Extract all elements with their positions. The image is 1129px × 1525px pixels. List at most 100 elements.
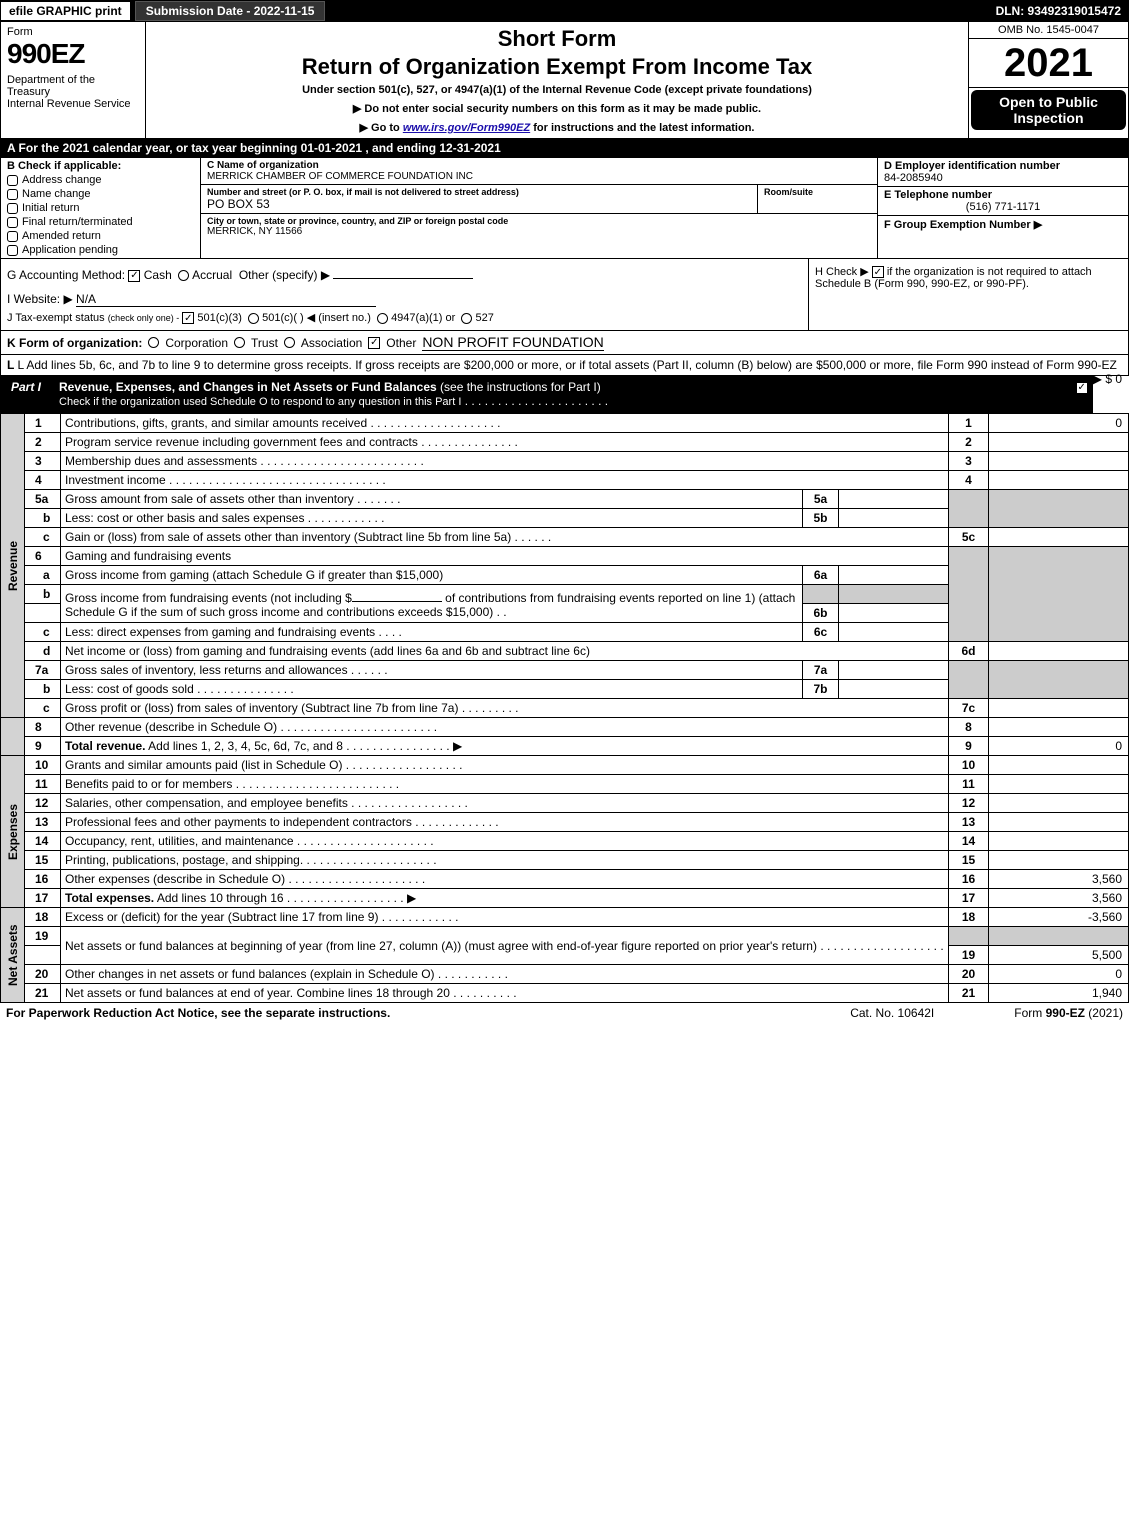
row-a-tax-year: A For the 2021 calendar year, or tax yea… (0, 139, 1129, 158)
line-19: 19 Net assets or fund balances at beginn… (1, 927, 1129, 946)
row-l-text: L Add lines 5b, 6c, and 7b to line 9 to … (17, 358, 1116, 372)
street-label: Number and street (or P. O. box, if mail… (207, 187, 751, 197)
section-c: C Name of organization MERRICK CHAMBER O… (201, 158, 878, 258)
line-15: 15 Printing, publications, postage, and … (1, 851, 1129, 870)
line-20: 20 Other changes in net assets or fund b… (1, 965, 1129, 984)
line-19-value: 5,500 (989, 946, 1129, 965)
header-right-block: OMB No. 1545-0047 2021 Open to Public In… (968, 22, 1128, 138)
row-h: H Check ▶ if the organization is not req… (808, 259, 1128, 330)
leader-dots: . . . . . . . . . . . . . . . . . . . . (367, 416, 500, 430)
line-7a: 7a Gross sales of inventory, less return… (1, 661, 1129, 680)
part-1-schedule-o-check[interactable] (1072, 376, 1092, 398)
line-12-value (989, 794, 1129, 813)
line-10: Expenses 10 Grants and similar amounts p… (1, 756, 1129, 775)
arrow-icon: ▶ (407, 891, 416, 905)
goto-suffix: for instructions and the latest informat… (533, 122, 754, 134)
part-1-title: Revenue, Expenses, and Changes in Net As… (51, 376, 1072, 412)
form-id-block: Form 990EZ Department of the Treasury In… (1, 22, 146, 138)
chk-address-change[interactable]: Address change (7, 174, 194, 186)
row-j: J Tax-exempt status (check only one) - 5… (7, 311, 802, 324)
leader-dots: . . . . . . . . . . . . . . . . . . . . … (257, 454, 424, 468)
group-exemption-label: F Group Exemption Number ▶ (884, 219, 1042, 231)
irs-link[interactable]: www.irs.gov/Form990EZ (403, 122, 530, 134)
submission-date: Submission Date - 2022-11-15 (135, 1, 326, 21)
page-footer: For Paperwork Reduction Act Notice, see … (0, 1003, 1129, 1023)
leader-dots: . . . . . . . . . . . . (304, 511, 384, 525)
row-gh: G Accounting Method: Cash Accrual Other … (0, 259, 1129, 331)
arrow-icon: ▶ (453, 739, 462, 753)
chk-corporation[interactable] (148, 337, 159, 348)
org-name-value: MERRICK CHAMBER OF COMMERCE FOUNDATION I… (207, 171, 871, 182)
efile-print-button[interactable]: efile GRAPHIC print (0, 1, 131, 21)
leader-dots: . . . . . . . . . . . . . . . . . . . . … (294, 834, 434, 848)
chk-name-change[interactable]: Name change (7, 188, 194, 200)
leader-dots: . . . . (375, 625, 402, 639)
line-2: 2 Program service revenue including gove… (1, 433, 1129, 452)
section-b: B Check if applicable: Address change Na… (1, 158, 201, 258)
chk-4947[interactable] (377, 313, 388, 324)
chk-other-org[interactable] (368, 337, 380, 349)
line-6c-value (839, 623, 949, 642)
other-method-field[interactable] (333, 265, 473, 279)
checkbox-icon (7, 231, 18, 242)
chk-association[interactable] (284, 337, 295, 348)
row-l-amount: ▶ $ 0 (1093, 372, 1122, 386)
line-8: 8 Other revenue (describe in Schedule O)… (1, 718, 1129, 737)
part-1-header: Part I Revenue, Expenses, and Changes in… (0, 376, 1093, 413)
leader-dots: . . . . . . . . . . . . . . . . (343, 739, 453, 753)
top-bar: efile GRAPHIC print Submission Date - 20… (0, 0, 1129, 22)
line-9-value: 0 (989, 737, 1129, 756)
chk-501c[interactable] (248, 313, 259, 324)
chk-cash[interactable] (128, 270, 140, 282)
line-7b-value (839, 680, 949, 699)
row-j-sub: (check only one) - (108, 313, 180, 323)
line-12: 12 Salaries, other compensation, and emp… (1, 794, 1129, 813)
chk-amended-return[interactable]: Amended return (7, 230, 194, 242)
row-gh-left: G Accounting Method: Cash Accrual Other … (1, 259, 808, 330)
room-label: Room/suite (764, 187, 871, 197)
street-cell: Number and street (or P. O. box, if mail… (201, 185, 757, 213)
group-exemption-cell: F Group Exemption Number ▶ (878, 216, 1128, 233)
row-l-lead: L (7, 358, 17, 372)
leader-dots: . . . . . . . . . . . (435, 967, 508, 981)
ein-cell: D Employer identification number 84-2085… (878, 158, 1128, 187)
ein-value: 84-2085940 (884, 172, 1122, 184)
chk-initial-return[interactable]: Initial return (7, 202, 194, 214)
leader-dots: . . . . . . . . . . . . . (412, 815, 499, 829)
chk-schedule-b[interactable] (872, 266, 884, 278)
leader-dots: . . . . . . . . . . (450, 986, 517, 1000)
form-title-block: Short Form Return of Organization Exempt… (146, 22, 968, 138)
row-j-label: J Tax-exempt status (7, 312, 105, 324)
line-6: 6 Gaming and fundraising events (1, 547, 1129, 566)
chk-accrual[interactable] (178, 270, 189, 281)
net-assets-tab: Net Assets (1, 908, 25, 1003)
phone-cell: E Telephone number (516) 771-1171 (878, 187, 1128, 216)
expenses-tab: Expenses (1, 756, 25, 908)
chk-527[interactable] (461, 313, 472, 324)
leader-dots: . . . . . . . . . . . . . . . (194, 682, 294, 696)
goto-text: ▶ Go to (360, 122, 403, 134)
leader-dots: . . . . . . . . . . . . . . . . . . . (817, 939, 944, 953)
checkbox-icon (7, 217, 18, 228)
line-13: 13 Professional fees and other payments … (1, 813, 1129, 832)
chk-trust[interactable] (234, 337, 245, 348)
leader-dots: . . . . . . . . . (458, 701, 518, 715)
leader-dots: . . . . . . . . . . . . . . . . . . . . (303, 853, 436, 867)
part-1-tag: Part I (1, 376, 51, 398)
website-value: N/A (76, 292, 376, 307)
org-name-label: C Name of organization (207, 160, 871, 171)
checkbox-icon (7, 189, 18, 200)
chk-501c3[interactable] (182, 312, 194, 324)
other-org-value: NON PROFIT FOUNDATION (422, 334, 603, 351)
line-20-value: 0 (989, 965, 1129, 984)
chk-application-pending[interactable]: Application pending (7, 244, 194, 256)
leader-dots: . . . . . . . . . . . . . . . . . . . . … (285, 872, 425, 886)
chk-final-return[interactable]: Final return/terminated (7, 216, 194, 228)
line-5a: 5a Gross amount from sale of assets othe… (1, 490, 1129, 509)
row-h-label: H Check ▶ (815, 266, 869, 278)
line-2-value (989, 433, 1129, 452)
leader-dots: . . . . . . (348, 663, 388, 677)
fundraising-amount-field[interactable] (352, 588, 442, 602)
city-value: MERRICK, NY 11566 (207, 226, 871, 237)
department-label: Department of the Treasury Internal Reve… (7, 74, 139, 110)
